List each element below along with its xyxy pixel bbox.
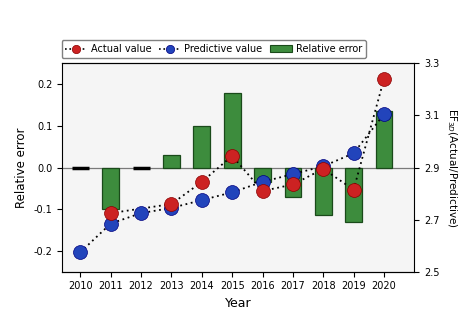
Point <box>168 202 175 207</box>
Point <box>380 111 388 117</box>
Point <box>350 187 357 192</box>
Point <box>289 182 297 187</box>
Point <box>319 166 327 172</box>
Bar <box>375 111 392 168</box>
Bar <box>193 126 210 168</box>
Bar <box>102 168 119 209</box>
Point <box>77 250 84 255</box>
Point <box>350 151 357 156</box>
Point <box>198 198 206 203</box>
Bar <box>163 155 180 168</box>
Point <box>259 179 266 185</box>
Bar <box>224 93 240 168</box>
Point <box>259 188 266 194</box>
Bar <box>315 168 332 215</box>
Point <box>168 205 175 211</box>
Point <box>198 179 206 185</box>
Point <box>107 211 115 216</box>
Point <box>228 153 236 159</box>
Legend: Actual value, Predictive value, Relative error: Actual value, Predictive value, Relative… <box>62 40 365 58</box>
Point <box>319 164 327 169</box>
Point <box>107 221 115 226</box>
Point <box>137 211 145 216</box>
Y-axis label: Relative error: Relative error <box>15 127 28 208</box>
Bar <box>284 168 301 197</box>
Point <box>289 172 297 177</box>
Bar <box>254 168 271 182</box>
X-axis label: Year: Year <box>225 297 252 310</box>
Y-axis label: EF$_{3D}$(Actual/Predictive): EF$_{3D}$(Actual/Predictive) <box>446 108 459 228</box>
Point <box>228 190 236 195</box>
Bar <box>345 168 362 222</box>
Point <box>380 76 388 82</box>
